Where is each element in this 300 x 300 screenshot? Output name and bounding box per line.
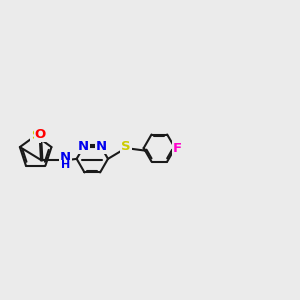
Text: N: N (96, 140, 107, 153)
Text: N: N (60, 151, 71, 164)
Text: F: F (173, 142, 182, 154)
Text: H: H (61, 160, 70, 170)
Text: S: S (121, 140, 131, 153)
Text: N: N (78, 140, 89, 153)
Text: S: S (31, 129, 40, 142)
Text: O: O (35, 128, 46, 141)
